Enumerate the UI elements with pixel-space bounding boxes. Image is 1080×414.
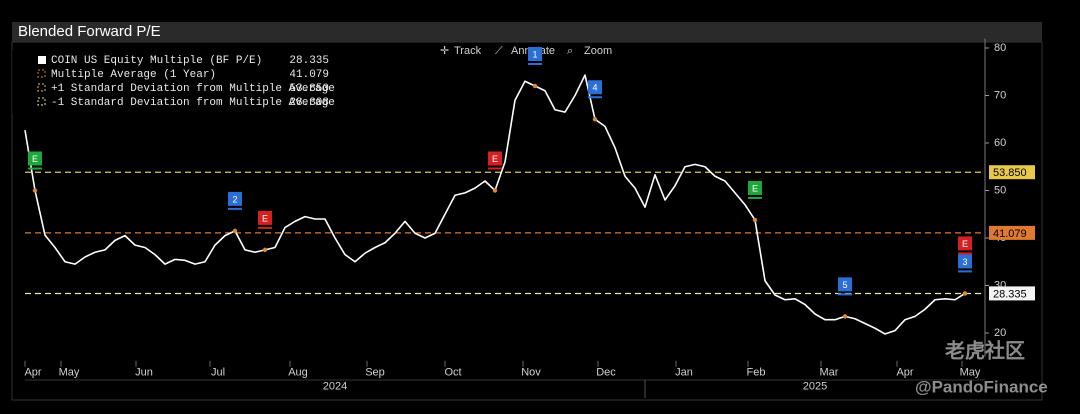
x-tick-label: May	[59, 367, 80, 379]
event-label: E	[962, 239, 968, 249]
legend-value: 28.335	[289, 55, 329, 67]
legend-value: 53.850	[289, 83, 329, 95]
legend-swatch	[37, 83, 46, 92]
event-dot	[262, 247, 268, 253]
toolbar-track[interactable]: Track	[454, 45, 482, 57]
legend-swatch	[37, 97, 46, 106]
x-tick-label: Mar	[820, 367, 839, 379]
toolbar-icon: ✛	[440, 45, 449, 57]
y-tick-label: 70	[994, 89, 1006, 101]
legend-label: COIN US Equity Multiple (BF P/E)	[51, 55, 262, 67]
value-box-label: 28.335	[993, 288, 1027, 300]
event-dot	[532, 83, 538, 89]
event-marker: 5	[838, 277, 852, 319]
x-tick-label: Jan	[675, 367, 693, 379]
event-box	[528, 47, 542, 61]
y-tick-label: 60	[994, 137, 1006, 149]
value-box	[989, 225, 1035, 240]
x-tick-label: Dec	[596, 367, 616, 379]
event-dot	[592, 117, 598, 122]
event-marker: 2	[228, 191, 242, 234]
value-box	[989, 165, 1035, 180]
x-tick-label: Jun	[135, 367, 153, 379]
legend-label: Multiple Average (1 Year)	[51, 69, 216, 81]
event-box	[958, 236, 972, 251]
event-dot	[492, 188, 498, 193]
event-dot	[962, 291, 968, 296]
event-marker: E	[958, 236, 972, 296]
event-box	[748, 180, 762, 195]
toolbar: ✛ Track ⟋ Annotate ⌕ Zoom	[440, 45, 612, 57]
toolbar-zoom[interactable]: Zoom	[584, 45, 612, 57]
event-box	[838, 277, 852, 292]
event-marker: 4	[588, 80, 602, 122]
x-tick-label: Feb	[747, 367, 766, 379]
event-label: 4	[592, 83, 597, 93]
x-tick-label: Jul	[211, 367, 225, 379]
toolbar-icon: ⌕	[567, 45, 573, 57]
event-label: E	[492, 154, 498, 164]
x-tick-label: Apr	[24, 367, 41, 379]
value-box-label: 53.850	[993, 167, 1027, 179]
event-marker: E	[488, 151, 502, 193]
legend-label: -1 Standard Deviation from Multiple Aver…	[51, 97, 335, 109]
value-box	[989, 286, 1035, 301]
event-marker: 1	[528, 47, 542, 89]
event-label: 1	[532, 49, 537, 59]
event-dot	[232, 228, 238, 234]
x-tick-label: Oct	[444, 367, 461, 379]
event-label: 3	[962, 257, 967, 267]
legend-box	[12, 50, 332, 114]
y-tick-label: 20	[994, 327, 1006, 339]
event-marker: E	[748, 180, 762, 223]
watermark: @PandoFinance	[915, 377, 1048, 396]
event-label: E	[752, 183, 758, 193]
event-label: E	[262, 213, 268, 223]
x-tick-label: Sep	[365, 367, 385, 379]
year-label: 2024	[323, 381, 347, 393]
event-label: E	[32, 154, 38, 164]
event-box	[228, 191, 242, 206]
legend-swatch	[37, 69, 46, 78]
event-label: 2	[232, 194, 237, 204]
event-box	[258, 210, 272, 225]
value-box-label: 41.079	[993, 228, 1027, 240]
event-box	[958, 254, 972, 269]
y-tick-label: 80	[994, 42, 1006, 54]
legend-swatch	[38, 56, 46, 64]
toolbar-icon: ⟋	[495, 45, 503, 57]
x-tick-label: Aug	[288, 367, 308, 379]
event-dot	[752, 217, 758, 223]
chart-title: Blended Forward P/E	[18, 23, 161, 40]
y-tick-label: 50	[994, 184, 1006, 196]
x-tick-label: Nov	[521, 367, 541, 379]
x-tick-label: May	[960, 367, 981, 379]
event-label: 5	[842, 280, 847, 290]
event-marker: E	[258, 210, 272, 253]
frame	[11, 41, 1043, 401]
x-tick-label: Apr	[896, 367, 913, 379]
year-label: 2025	[803, 381, 827, 393]
event-marker: E	[28, 151, 42, 193]
legend-value: 41.079	[289, 69, 329, 81]
event-dot	[842, 314, 848, 319]
event-dot	[32, 188, 38, 193]
legend-value: 28.308	[289, 97, 329, 109]
title-bar	[12, 22, 1042, 42]
event-box	[28, 151, 42, 166]
legend-label: +1 Standard Deviation from Multiple Aver…	[51, 83, 335, 95]
event-box	[488, 151, 502, 166]
event-box	[588, 80, 602, 95]
